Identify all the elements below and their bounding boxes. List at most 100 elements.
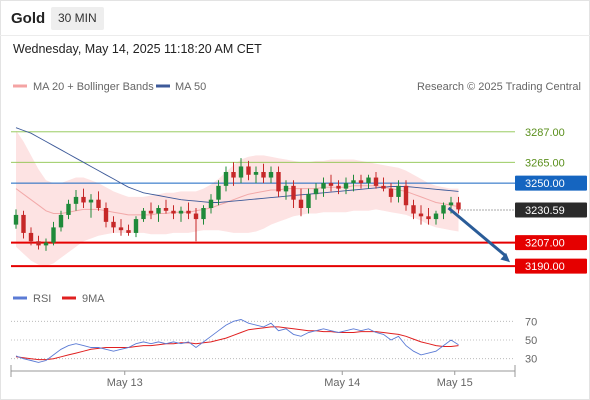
candle [88, 194, 94, 218]
legend-rsi-label: RSI [33, 293, 51, 305]
candle [156, 205, 161, 222]
rsi-level-label: 70 [525, 316, 537, 328]
candle [28, 227, 34, 246]
candle [403, 180, 409, 211]
candle [51, 221, 56, 246]
candle-body [208, 199, 214, 208]
forecast-arrow [447, 206, 510, 263]
candle [441, 202, 446, 220]
candle-body [336, 185, 341, 189]
candle [73, 190, 79, 211]
rsi-level-label: 30 [525, 354, 537, 366]
legend-ma50-label: MA 50 [175, 81, 206, 93]
support-label: 3190.00 [525, 261, 565, 273]
candle [358, 174, 364, 189]
candle-body [283, 185, 289, 192]
candle-body [231, 172, 236, 178]
candle-body [201, 208, 206, 220]
candle-body [193, 213, 199, 220]
candle-body [268, 172, 274, 178]
candle-body [448, 202, 454, 206]
candle-body [148, 210, 154, 214]
candle [66, 199, 71, 220]
candlesticks [13, 158, 461, 251]
resistance-label: 3265.00 [525, 157, 565, 169]
candle-body [88, 199, 94, 203]
candle-body [171, 210, 176, 214]
forecast-arrow-shaft [447, 206, 507, 258]
candle-body [328, 183, 334, 186]
candle [96, 191, 101, 211]
x-axis: May 13 May 14 May 15 [10, 365, 516, 389]
support-tag [515, 258, 587, 274]
candle [246, 160, 251, 181]
candle [381, 177, 386, 192]
candle-body [238, 166, 244, 178]
candle-body [291, 185, 296, 200]
resistance-label: 3287.00 [525, 127, 565, 139]
candle [148, 202, 154, 220]
candle-body [216, 185, 221, 200]
candle-body [66, 203, 71, 215]
candle [268, 166, 274, 184]
candle [351, 174, 356, 192]
forecast-arrow-head [500, 252, 510, 263]
candle-body [381, 185, 386, 189]
support-tag [515, 235, 587, 251]
candle [238, 158, 244, 184]
legend-9ma-label: 9MA [82, 293, 105, 305]
timeframe-button[interactable]: 30 MIN [51, 7, 104, 30]
candle-body [28, 232, 34, 242]
candle-body [186, 210, 191, 214]
candle-body [433, 213, 439, 220]
candle-body [126, 230, 131, 233]
candle-body [306, 194, 311, 208]
candle [291, 180, 296, 208]
candle [231, 162, 236, 186]
candle [261, 163, 266, 184]
candle-body [133, 219, 139, 233]
candle-body [58, 214, 64, 228]
x-tick-label: May 13 [107, 377, 143, 389]
rsi-level-label: 50 [525, 335, 537, 347]
level-tags: 3287.00 3265.00 3250.00 3207.00 3190.00 3230.… [515, 127, 587, 274]
candle [328, 174, 334, 192]
candle [433, 210, 439, 225]
candle-body [103, 208, 109, 222]
pivot-label: 3250.00 [525, 178, 565, 190]
rsi-line [15, 319, 459, 363]
candle-body [321, 183, 326, 189]
candle [253, 166, 259, 184]
candle-body [118, 227, 124, 231]
candle [208, 194, 214, 214]
candle [103, 202, 109, 228]
candle-body [21, 214, 26, 233]
candle [411, 199, 416, 220]
candle [21, 210, 26, 239]
candle [298, 188, 304, 217]
candle [58, 210, 64, 232]
candle-body [111, 221, 116, 228]
candle-body [178, 210, 184, 214]
candle-body [261, 172, 266, 178]
candle-body [81, 196, 86, 203]
candle [171, 205, 176, 220]
candle-body [343, 183, 349, 189]
candle-body [141, 210, 146, 220]
candle [186, 202, 191, 220]
candle-body [373, 177, 379, 186]
support-label: 3207.00 [525, 238, 565, 250]
rsi-9ma-line [15, 326, 459, 361]
candle-body [96, 199, 101, 208]
candle [388, 183, 394, 203]
candle-body [298, 199, 304, 208]
candle [321, 177, 326, 197]
candle [201, 205, 206, 225]
candle [43, 238, 49, 251]
candle [216, 180, 221, 206]
candle [126, 224, 131, 236]
candle-body [73, 196, 79, 204]
candle-body [313, 188, 319, 195]
candle [418, 205, 424, 225]
candle [178, 206, 184, 222]
